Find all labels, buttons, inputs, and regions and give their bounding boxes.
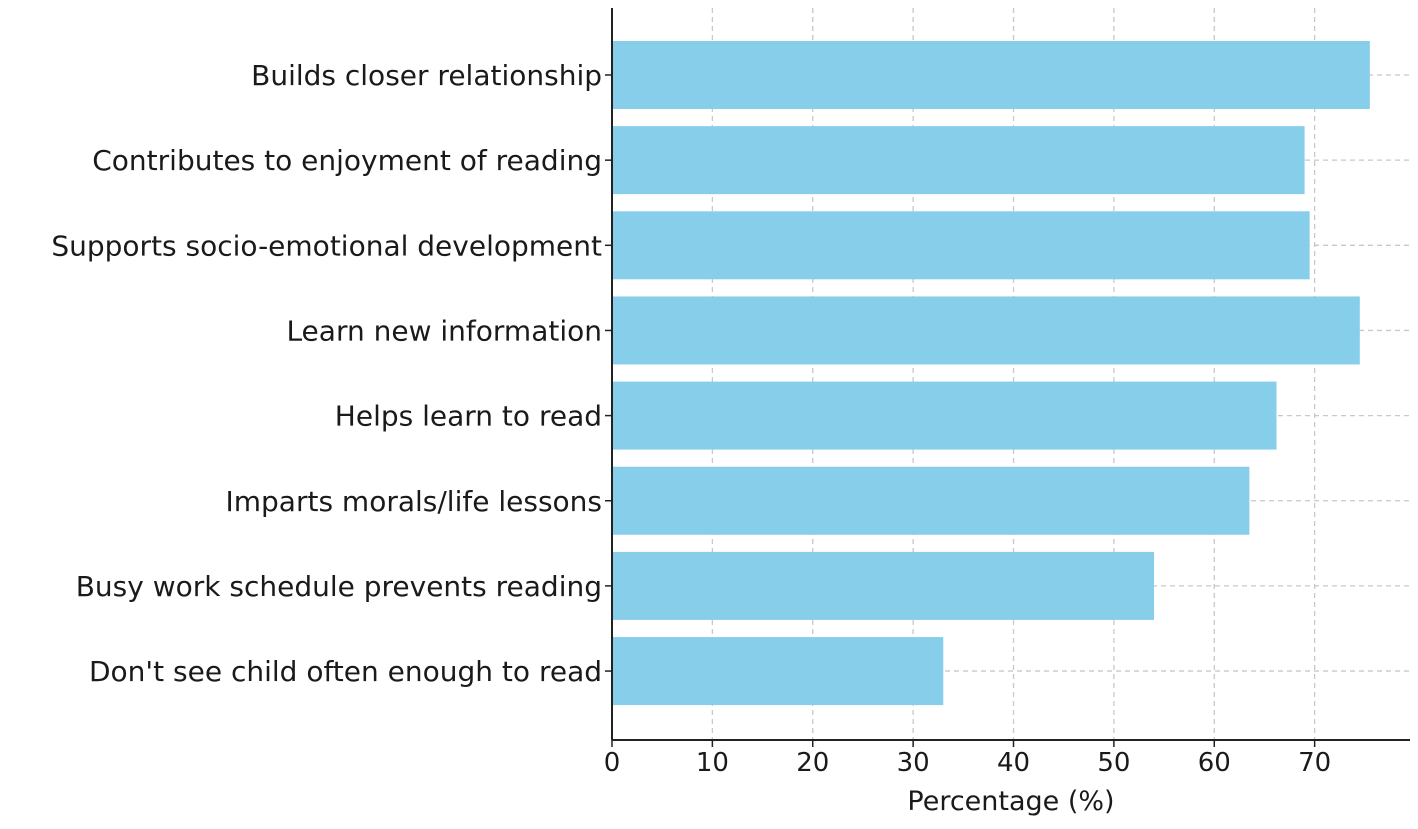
x-tick-label: 30 xyxy=(897,748,930,778)
bar xyxy=(612,296,1360,365)
bar xyxy=(612,381,1277,450)
x-tick-label: 10 xyxy=(696,748,729,778)
x-tick-label: 20 xyxy=(796,748,829,778)
bar xyxy=(612,551,1155,620)
x-tick-label: 70 xyxy=(1298,748,1331,778)
category-label: Builds closer relationship xyxy=(251,59,602,92)
bar xyxy=(612,466,1250,535)
category-label: Helps learn to read xyxy=(335,400,602,433)
grid xyxy=(611,8,1410,740)
category-label: Busy work schedule prevents reading xyxy=(76,570,602,603)
x-tick-label: 40 xyxy=(997,748,1030,778)
axes xyxy=(611,8,1410,741)
x-tick-label: 50 xyxy=(1097,748,1130,778)
bar xyxy=(612,211,1310,280)
x-tick-label: 0 xyxy=(604,748,621,778)
category-label: Contributes to enjoyment of reading xyxy=(92,144,602,177)
y-ticks: Builds closer relationship Contributes to… xyxy=(51,59,612,688)
bar xyxy=(612,126,1305,195)
bar xyxy=(612,637,944,706)
category-label: Learn new information xyxy=(286,314,602,347)
bars xyxy=(612,41,1370,706)
bar xyxy=(612,41,1370,109)
category-label: Don't see child often enough to read xyxy=(89,655,602,688)
x-axis-title: Percentage (%) xyxy=(907,786,1114,817)
x-ticks: 0 10 20 30 40 50 60 70 xyxy=(604,740,1331,778)
category-label: Supports socio-emotional development xyxy=(51,229,602,262)
x-tick-label: 60 xyxy=(1198,748,1231,778)
category-label: Imparts morals/life lessons xyxy=(225,485,602,518)
